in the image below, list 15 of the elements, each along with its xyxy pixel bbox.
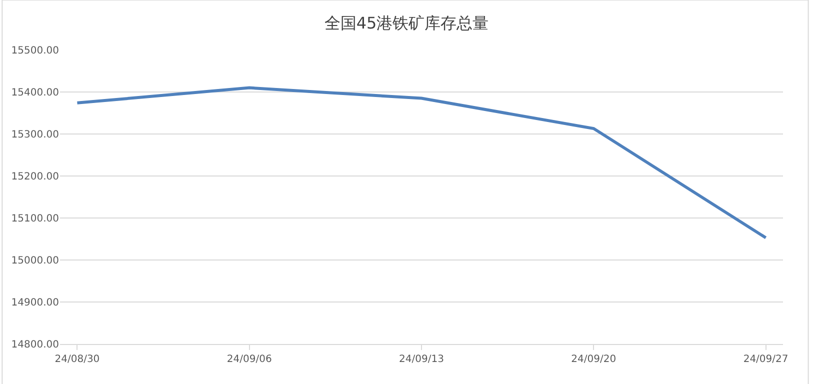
y-tick-label: 14800.00: [11, 340, 59, 350]
line-series: [76, 86, 768, 240]
x-tick-label: 24/09/27: [743, 354, 788, 365]
y-tick-label: 15500.00: [11, 46, 59, 56]
y-tick-label: 15200.00: [11, 172, 59, 182]
y-tick-label: 15000.00: [11, 256, 59, 266]
y-tick-label: 15400.00: [11, 88, 59, 98]
y-tick-label: 15100.00: [11, 214, 59, 224]
x-tick-label: 24/08/30: [54, 354, 100, 365]
x-tick-label: 24/09/20: [571, 354, 616, 365]
chart-title: 全国45港铁矿库存总量: [324, 13, 489, 32]
x-tick-label: 24/09/13: [399, 354, 444, 365]
y-tick-label: 15300.00: [11, 130, 59, 140]
x-tick-label: 24/09/06: [226, 354, 272, 365]
y-tick-label: 14900.00: [11, 298, 59, 308]
